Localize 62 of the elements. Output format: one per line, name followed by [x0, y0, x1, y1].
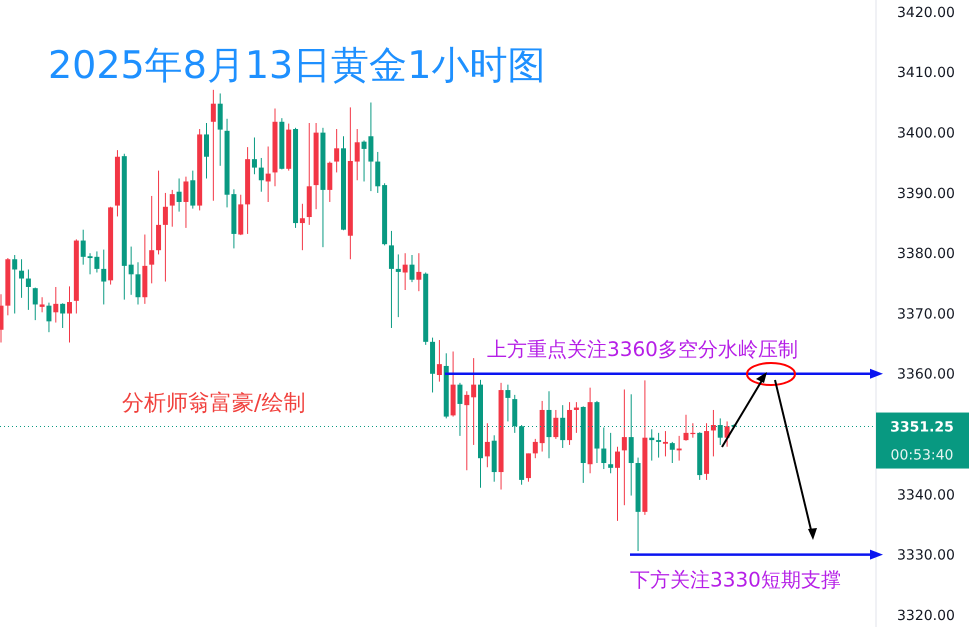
candlestick — [676, 435, 682, 462]
candlestick — [416, 252, 422, 292]
candlestick — [32, 287, 38, 321]
candlestick — [649, 428, 654, 462]
candlestick — [656, 432, 662, 458]
y-tick-label: 3320.00 — [897, 608, 955, 624]
candlestick — [436, 340, 442, 382]
candlestick — [210, 89, 216, 202]
ref-line-label: 下方关注3330短期支撑 — [630, 568, 841, 592]
candlestick — [183, 176, 188, 228]
candlestick — [67, 286, 72, 343]
y-tick-label: 3420.00 — [897, 4, 955, 21]
y-tick-label: 3330.00 — [897, 548, 955, 564]
candlestick — [484, 422, 490, 468]
candlestick — [388, 230, 394, 328]
candlestick — [162, 192, 168, 282]
candlestick — [176, 178, 182, 212]
candlestick — [402, 252, 408, 290]
candlestick — [80, 229, 86, 266]
candlestick — [53, 286, 58, 324]
candlestick — [204, 122, 209, 179]
text: 2025年8月13日黄金1小时图 — [48, 43, 546, 87]
candlestick — [622, 388, 627, 506]
y-tick-label: 3370.00 — [897, 306, 955, 322]
candlestick — [101, 249, 106, 305]
candlestick — [46, 302, 52, 333]
candlestick — [94, 250, 100, 274]
candlestick — [710, 409, 716, 457]
ref-line-label: 上方重点关注3360多空分水岭压制 — [487, 336, 798, 361]
y-tick-label: 3410.00 — [897, 65, 955, 82]
candlestick — [170, 189, 175, 228]
y-tick-label: 3340.00 — [897, 487, 955, 504]
text: 00:53:40 — [890, 447, 954, 464]
y-tick-label: 3400.00 — [897, 126, 955, 142]
candlestick — [252, 136, 257, 175]
candlestick — [410, 254, 414, 283]
candlestick — [505, 384, 510, 422]
candlestick — [149, 195, 154, 284]
candlestick — [553, 409, 558, 440]
candlestick — [670, 441, 675, 464]
candlestick — [88, 252, 93, 275]
candlestick — [396, 254, 401, 318]
candlestick — [300, 203, 305, 251]
candlestick — [136, 262, 140, 305]
annotation: 分析师翁富豪/绘制 — [122, 391, 306, 416]
candlestick — [60, 302, 66, 328]
candlestick — [40, 296, 45, 313]
y-tick-label: 3360.00 — [897, 366, 955, 383]
candlestick — [684, 414, 688, 442]
y-tick-label: 3390.00 — [897, 186, 955, 202]
candlestick — [258, 157, 264, 192]
candlestick — [12, 254, 18, 314]
candlestick — [608, 432, 614, 474]
candlestick — [362, 140, 367, 182]
candlestick — [615, 446, 620, 522]
ref-line-label: 3351.25 — [890, 419, 954, 436]
candlestick — [19, 258, 24, 298]
candlestick — [266, 146, 271, 202]
candlestick — [26, 268, 31, 310]
y-tick-label: 3380.00 — [897, 246, 955, 262]
candlestick — [574, 402, 579, 434]
candlestick — [334, 128, 340, 173]
